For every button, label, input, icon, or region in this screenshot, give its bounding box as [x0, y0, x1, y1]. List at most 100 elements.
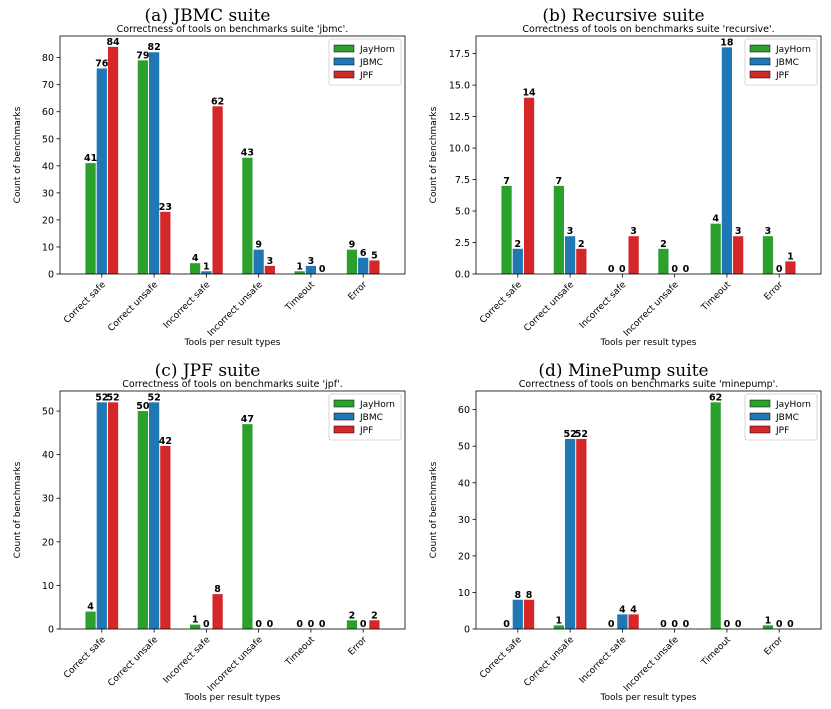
bar-value-label: 0	[608, 619, 615, 630]
y-tick-label: 40	[42, 161, 54, 172]
bar-value-label: 84	[106, 37, 120, 48]
bar-value-label: 2	[349, 610, 356, 621]
bar-jbmc	[358, 257, 369, 274]
bar-value-label: 1	[787, 251, 794, 262]
bar-value-label: 41	[84, 153, 97, 164]
bar-chart: Correctness of tools on benchmarks suite…	[13, 24, 406, 348]
x-tick-label: Correct unsafe	[522, 280, 576, 334]
legend-label: JayHorn	[775, 400, 811, 410]
bar-value-label: 0	[267, 619, 274, 630]
y-tick-label: 30	[458, 515, 470, 526]
bar-jayhorn	[85, 611, 96, 629]
bar-jbmc	[305, 265, 317, 274]
bar-value-label: 52	[95, 392, 108, 403]
chart-panel-recursive: (b) Recursive suite Correctness of tools…	[416, 0, 831, 354]
chart-title: Correctness of tools on benchmarks suite…	[519, 379, 779, 390]
x-tick-label: Correct unsafe	[522, 635, 576, 689]
plot-frame	[475, 35, 822, 275]
chart-panel-minepump: (d) MinePump suite Correctness of tools …	[416, 355, 831, 709]
legend-label: JayHorn	[775, 45, 811, 55]
x-tick-label: Incorrect unsafe	[622, 635, 681, 694]
bar-value-label: 0	[319, 619, 326, 630]
bar-value-label: 82	[147, 42, 160, 53]
legend-label: JPF	[775, 71, 789, 81]
bar-value-label: 76	[95, 58, 109, 69]
legend-label: JBMC	[359, 413, 383, 423]
bar-value-label: 0	[619, 264, 626, 275]
legend-label: JayHorn	[359, 45, 395, 55]
bar-value-label: 0	[308, 619, 315, 630]
y-tick-label: 40	[458, 478, 470, 489]
bar-value-label: 0	[776, 619, 783, 630]
bar-jayhorn	[710, 223, 721, 274]
bar-value-label: 3	[267, 256, 274, 267]
bar-jpf	[628, 236, 639, 274]
legend-swatch	[333, 425, 355, 434]
chart-caption: (b) Recursive suite	[542, 6, 705, 26]
bar-jpf	[160, 211, 171, 274]
y-tick-label: 0	[464, 625, 470, 636]
y-tick-label: 80	[42, 53, 54, 64]
y-tick-label: 0	[48, 270, 54, 281]
bar-value-label: 1	[556, 615, 563, 626]
bar-jbmc	[96, 402, 107, 629]
y-tick-label: 70	[42, 80, 54, 91]
bar-value-label: 3	[735, 226, 742, 237]
bar-value-label: 3	[765, 226, 772, 237]
y-tick-label: 40	[42, 450, 54, 461]
x-tick-label: Incorrect unsafe	[622, 280, 681, 339]
chart-title: Correctness of tools on benchmarks suite…	[522, 24, 774, 35]
bar-jpf	[628, 614, 639, 629]
bar-jayhorn	[553, 625, 564, 629]
legend-swatch	[749, 399, 771, 408]
bar-value-label: 2	[371, 610, 378, 621]
bar-jpf	[107, 46, 119, 275]
bar-value-label: 62	[709, 392, 722, 403]
x-tick-label: Timeout	[699, 280, 733, 314]
x-tick-label: Correct safe	[478, 635, 524, 681]
bar-value-label: 0	[735, 619, 742, 630]
plot-frame	[59, 35, 406, 275]
legend-label: JBMC	[775, 58, 799, 68]
bar-value-label: 42	[159, 436, 172, 447]
legend-label: JPF	[775, 426, 789, 436]
bar-value-label: 2	[660, 239, 667, 250]
bar-jayhorn	[85, 163, 96, 274]
bar-jpf	[523, 599, 535, 629]
bar-value-label: 52	[106, 392, 119, 403]
bar-jbmc	[148, 52, 160, 275]
bar-jayhorn	[137, 411, 148, 629]
bar-jbmc	[148, 402, 160, 629]
x-axis-label: Tools per result types	[184, 338, 281, 348]
bar-value-label: 18	[720, 37, 734, 48]
legend-swatch	[749, 412, 771, 421]
y-axis-label: Count of benchmarks	[429, 461, 439, 558]
bar-value-label: 79	[136, 50, 149, 61]
legend-swatch	[749, 57, 771, 66]
bar-value-label: 0	[360, 619, 367, 630]
bar-value-label: 9	[255, 240, 262, 251]
bar-value-label: 52	[147, 392, 160, 403]
x-tick-label: Correct unsafe	[106, 280, 160, 334]
legend-label: JPF	[359, 71, 373, 81]
x-tick-label: Incorrect safe	[162, 280, 213, 331]
bar-jpf	[212, 594, 223, 629]
bar-value-label: 3	[308, 256, 315, 267]
bar-chart: Correctness of tools on benchmarks suite…	[429, 24, 822, 348]
bar-jayhorn	[710, 402, 721, 629]
bar-value-label: 9	[349, 240, 356, 251]
bar-value-label: 43	[241, 148, 254, 159]
bar-value-label: 8	[515, 590, 522, 601]
legend-label: JBMC	[775, 413, 799, 423]
bar-jpf	[576, 438, 587, 629]
chart-caption: (c) JPF suite	[154, 361, 261, 381]
x-tick-label: Correct safe	[62, 635, 108, 681]
bar-value-label: 62	[211, 96, 224, 107]
bar-value-label: 0	[787, 619, 794, 630]
x-tick-label: Error	[347, 280, 370, 303]
bar-value-label: 1	[203, 261, 210, 272]
bar-value-label: 4	[192, 253, 199, 264]
bar-value-label: 3	[567, 226, 574, 237]
bar-value-label: 1	[296, 261, 303, 272]
y-tick-label: 12.5	[449, 112, 470, 123]
